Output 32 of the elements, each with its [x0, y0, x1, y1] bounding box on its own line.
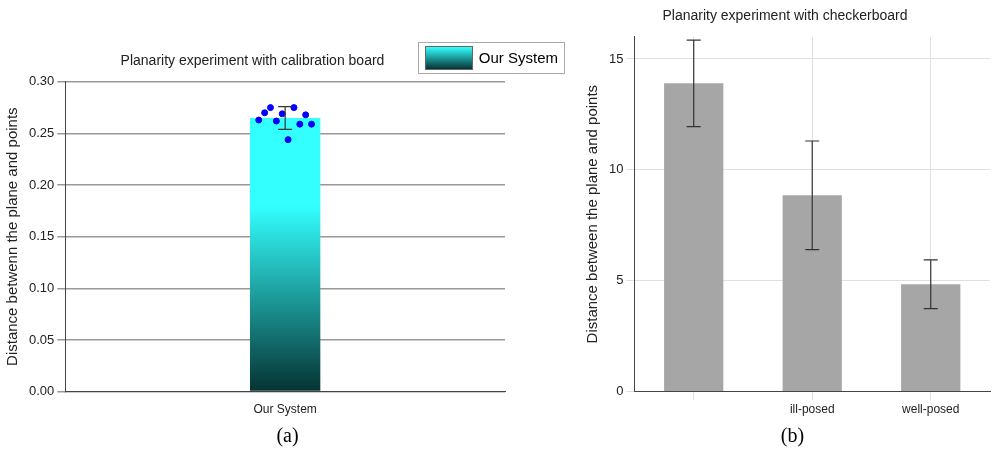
point [284, 136, 292, 144]
y-tick-label: 0.00 [28, 383, 55, 399]
y-tick-label: 0.05 [28, 331, 55, 347]
legend-label: Our System [478, 49, 558, 67]
y-tick-label: 0.30 [28, 73, 55, 89]
text: (a) [275, 424, 300, 447]
point [261, 109, 269, 117]
point [255, 116, 263, 124]
chart-title: Planarity experiment with checkerboard [662, 7, 908, 24]
bar [901, 284, 961, 392]
point [296, 120, 304, 128]
y-tick-label: 0.25 [28, 125, 55, 141]
point [272, 117, 280, 125]
y-tick-label: 0.20 [28, 176, 55, 192]
y-tick-label: 15 [608, 50, 624, 66]
bar [782, 195, 842, 392]
x-tick-label: Our System [253, 402, 317, 417]
y-tick-label: 0.10 [28, 279, 55, 295]
chart-title: Planarity experiment with calibration board [120, 52, 385, 69]
text: (b) [779, 424, 806, 447]
x-tick-label: ill-posed [789, 402, 835, 417]
y-tick-label: 10 [608, 161, 624, 177]
point [308, 120, 316, 128]
point [302, 111, 310, 119]
y-axis-title: Distance between the plane and points [583, 84, 601, 344]
y-tick-label: 0 [616, 383, 624, 399]
x-tick-label: well-posed [901, 402, 960, 417]
y-axis-title: Distance betwenn the plane and points [3, 107, 21, 366]
bar [664, 83, 724, 392]
y-tick-label: 0.15 [28, 228, 55, 244]
point [278, 110, 286, 118]
y-tick-label: 5 [616, 272, 624, 288]
